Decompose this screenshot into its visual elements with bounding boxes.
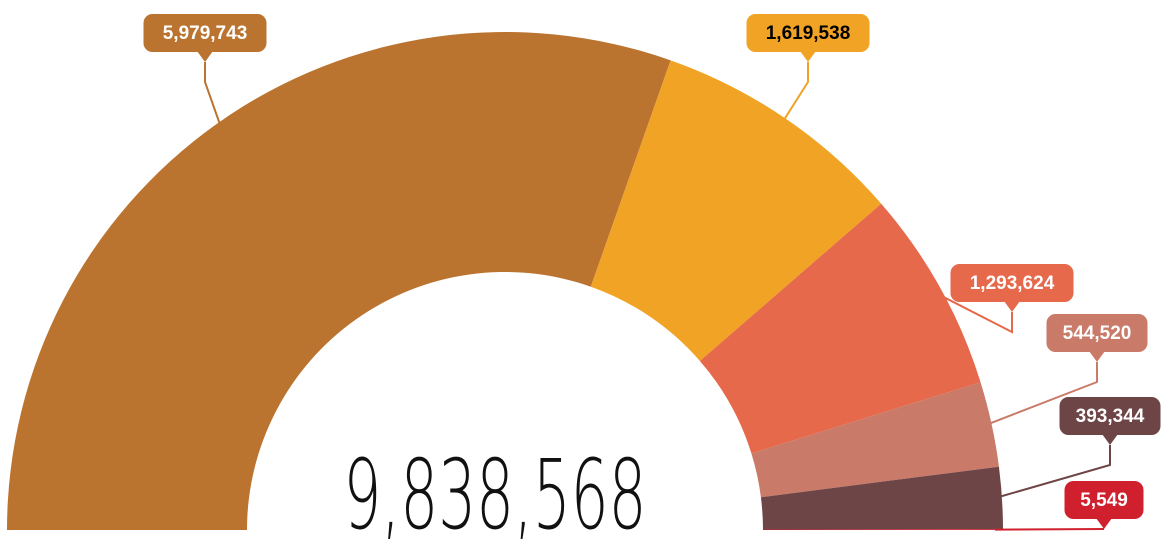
leader-line: [779, 62, 809, 126]
value-label: 544,520: [1063, 323, 1132, 344]
slice: [751, 382, 999, 498]
value-label: 393,344: [1076, 406, 1145, 427]
total-group: 9,838,568: [344, 439, 647, 542]
slice: [7, 32, 671, 530]
label-pointer: [800, 51, 816, 62]
slice: [699, 203, 981, 454]
value-label: 5,549: [1080, 490, 1128, 511]
label-box: [1064, 481, 1144, 519]
leader-line: [204, 62, 223, 131]
slice: [762, 529, 1003, 530]
label-box: [1046, 314, 1148, 352]
label-pointer: [1096, 518, 1112, 529]
total-label: 9,838,568: [344, 439, 647, 542]
label-pointer: [1102, 434, 1118, 445]
leader-line: [994, 528, 1105, 531]
label-pointer: [1004, 301, 1020, 312]
label-box: [746, 14, 870, 52]
label-pointer: [1089, 351, 1105, 362]
leader-line: [993, 445, 1111, 500]
value-label: 1,293,624: [970, 273, 1055, 294]
value-label: 5,979,743: [163, 23, 248, 44]
value-label: 1,619,538: [766, 23, 851, 44]
leader-line: [983, 362, 1098, 427]
label-box: [950, 264, 1074, 302]
label-pointer: [197, 51, 213, 62]
slice: [590, 60, 882, 361]
label-box: [1059, 397, 1161, 435]
slice: [760, 466, 1003, 530]
labels: 5,979,743 1,619,538 1,293,624 544,520 393,34…: [143, 14, 1161, 531]
label-box: [143, 14, 267, 52]
leader-line: [932, 290, 1013, 334]
